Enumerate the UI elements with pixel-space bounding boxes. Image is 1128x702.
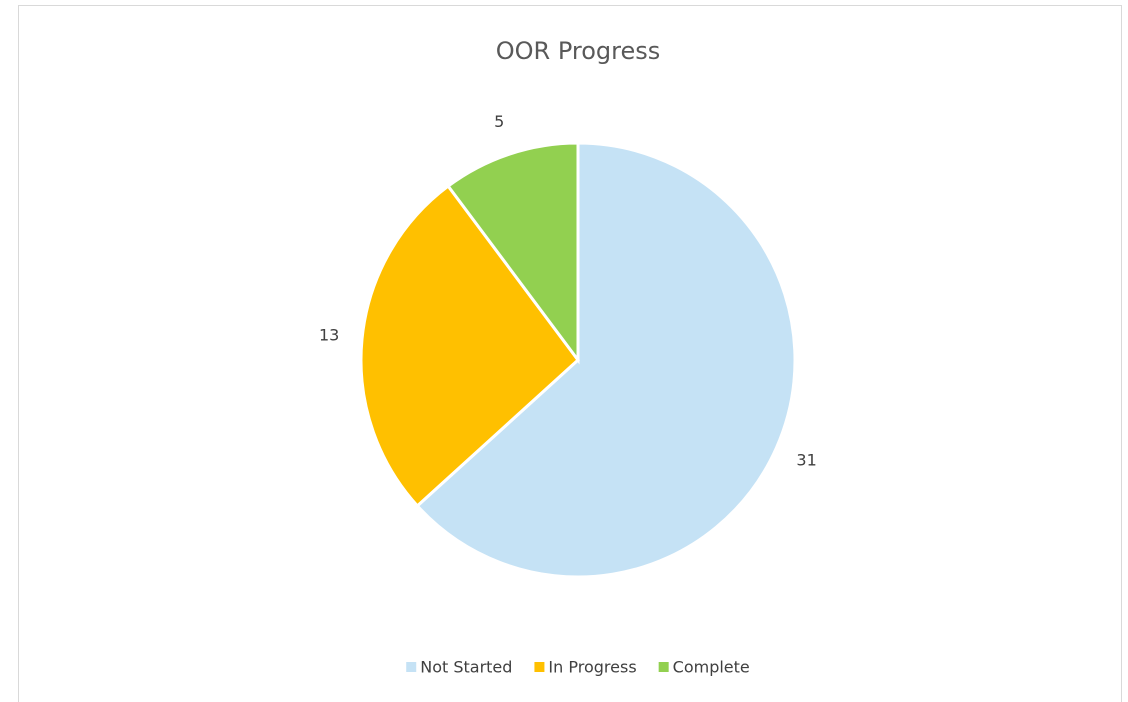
data-label: 13 (319, 325, 339, 344)
data-label: 31 (796, 451, 816, 470)
chart-title: OOR Progress (496, 37, 661, 65)
legend-label: Not Started (420, 658, 512, 677)
pie-slice (415, 141, 797, 579)
legend-marker (658, 662, 669, 672)
data-label: 5 (494, 112, 504, 131)
legend-marker (534, 662, 545, 672)
pie-slice (359, 183, 581, 509)
pie-slice (446, 141, 580, 365)
legend-label: Complete (673, 658, 750, 677)
legend-marker (406, 662, 417, 672)
legend-label: In Progress (548, 658, 636, 677)
